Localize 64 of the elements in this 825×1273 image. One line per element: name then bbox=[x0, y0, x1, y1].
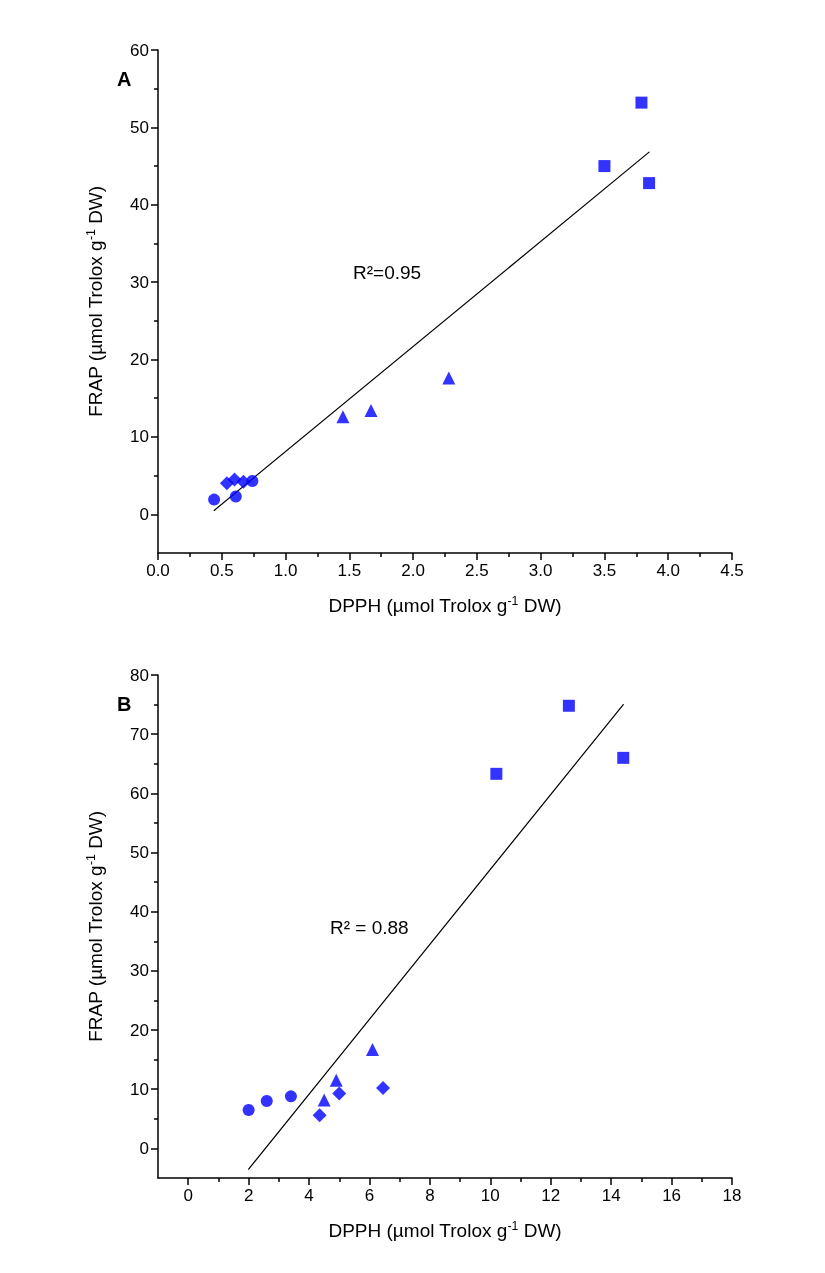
x-tick-label: 18 bbox=[722, 1186, 742, 1205]
y-tick-label: 10 bbox=[130, 427, 149, 447]
annotation: R²=0.95 bbox=[353, 262, 422, 283]
x-tick-label: 2.5 bbox=[465, 561, 489, 580]
point bbox=[643, 177, 656, 190]
point bbox=[635, 96, 648, 109]
x-tick-label: 12 bbox=[541, 1186, 561, 1205]
point bbox=[317, 1093, 331, 1107]
y-tick-label: 40 bbox=[130, 902, 149, 922]
point bbox=[329, 1073, 343, 1087]
point bbox=[208, 493, 221, 506]
point bbox=[617, 751, 630, 764]
y-tick-label: 20 bbox=[130, 1020, 149, 1040]
x-tick-label: 6 bbox=[364, 1186, 375, 1205]
point bbox=[284, 1090, 297, 1103]
point bbox=[229, 490, 242, 503]
point bbox=[376, 1081, 391, 1096]
x-tick-label: 8 bbox=[425, 1186, 435, 1205]
y-tick-label: 30 bbox=[130, 272, 149, 292]
point bbox=[219, 476, 234, 491]
y-tick-label: 60 bbox=[130, 40, 149, 60]
text: B bbox=[117, 693, 132, 715]
y-axis-title: FRAP (µmol Trolox g-1 DW) bbox=[83, 185, 106, 417]
y-axis-title: FRAP (µmol Trolox g-1 DW) bbox=[83, 810, 106, 1042]
x-tick-label: 2 bbox=[243, 1186, 254, 1205]
x-tick-label: 10 bbox=[480, 1186, 500, 1205]
point bbox=[364, 404, 378, 418]
x-tick-label: 3.0 bbox=[528, 561, 553, 580]
x-tick-label: 0.5 bbox=[209, 561, 234, 580]
annotation: R² = 0.88 bbox=[330, 917, 409, 938]
point bbox=[260, 1095, 273, 1108]
point bbox=[312, 1108, 327, 1123]
y-tick-label: 50 bbox=[130, 117, 149, 137]
point bbox=[242, 1103, 255, 1116]
point bbox=[236, 474, 251, 489]
x-tick-label: 2.0 bbox=[401, 561, 425, 580]
y-tick-label: 70 bbox=[130, 724, 149, 744]
point bbox=[332, 1086, 347, 1101]
y-tick-label: 40 bbox=[130, 195, 149, 215]
point bbox=[598, 160, 611, 173]
y-tick-label: 50 bbox=[130, 843, 149, 863]
point bbox=[490, 767, 503, 780]
y-tick-label: 0 bbox=[139, 1138, 149, 1158]
y-tick-label: 80 bbox=[130, 665, 149, 685]
x-tick-label: 1.5 bbox=[337, 561, 362, 580]
y-tick-label: 10 bbox=[130, 1079, 149, 1099]
x-tick-label: 4.0 bbox=[656, 561, 681, 580]
y-tick-label: 60 bbox=[130, 783, 149, 803]
point bbox=[562, 699, 575, 712]
x-tick-label: 16 bbox=[662, 1186, 682, 1205]
x-tick-label: 14 bbox=[601, 1186, 621, 1205]
y-tick-label: 20 bbox=[130, 350, 149, 370]
x-tick-label: 3.5 bbox=[592, 561, 617, 580]
point bbox=[442, 371, 456, 385]
x-tick-label: 4.5 bbox=[720, 561, 744, 580]
x-tick-label: 0.0 bbox=[146, 561, 170, 580]
point bbox=[365, 1043, 379, 1057]
point bbox=[336, 410, 350, 424]
y-tick-label: 30 bbox=[130, 961, 149, 981]
y-tick-label: 0 bbox=[139, 504, 149, 524]
x-tick-label: 1.0 bbox=[273, 561, 298, 580]
x-tick-label: 4 bbox=[304, 1186, 314, 1205]
text: A bbox=[117, 68, 132, 90]
x-tick-label: 0 bbox=[183, 1186, 193, 1205]
